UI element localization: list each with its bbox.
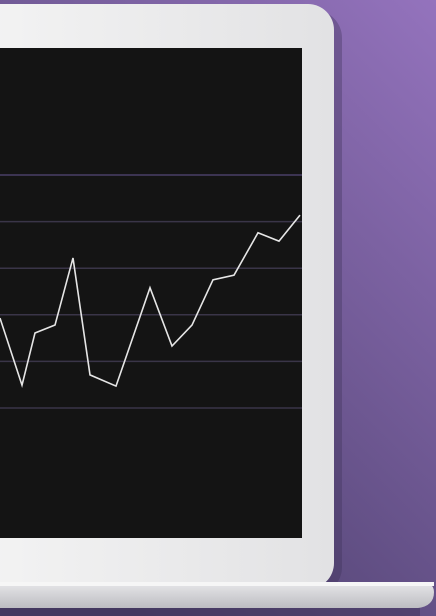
page: (() => { const data = JSON.parse(documen…: [0, 0, 436, 616]
screen: [0, 48, 302, 538]
base-edge: [0, 582, 434, 586]
base-shadow: [0, 608, 420, 616]
illustration: [0, 0, 436, 616]
